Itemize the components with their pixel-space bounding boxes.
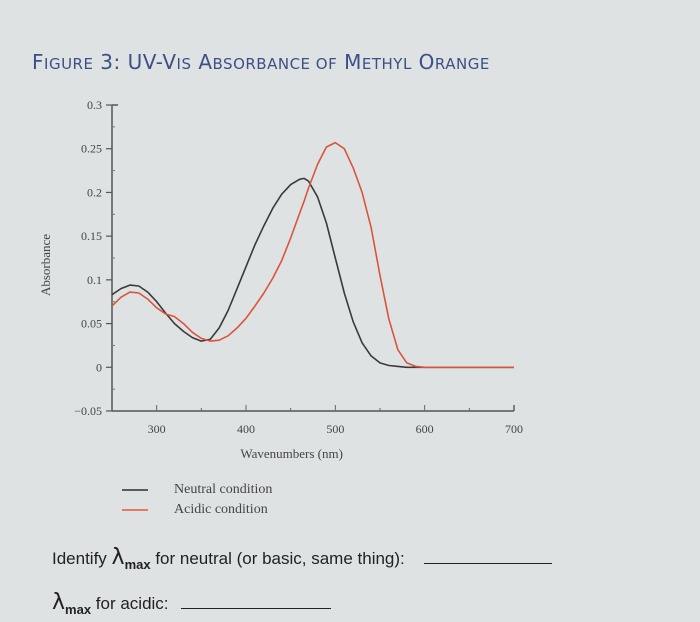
- y-axis-label: Absorbance: [38, 234, 53, 296]
- legend-label-neutral: Neutral condition: [174, 482, 273, 497]
- lambda-subscript: max: [65, 602, 92, 617]
- y-tick-label: 0.3: [87, 98, 102, 112]
- legend-item-acidic: Acidic condition: [122, 500, 272, 520]
- y-tick-label: 0: [96, 360, 102, 374]
- x-tick-label: 300: [148, 422, 166, 436]
- y-tick-label: 0.2: [87, 185, 102, 199]
- question-text: for neutral (or basic, same thing):: [150, 549, 405, 568]
- legend-item-neutral: Neutral condition: [122, 480, 272, 500]
- figure-title: FIGURE 3: UV-VIS ABSORBANCE OF METHYL OR…: [32, 50, 490, 74]
- lambda-subscript: max: [124, 557, 151, 572]
- y-tick-label: 0.1: [87, 273, 102, 287]
- lambda-symbol: λ: [52, 590, 66, 615]
- lambda-symbol: λ: [111, 545, 125, 570]
- y-tick-label: −0.05: [74, 404, 102, 418]
- legend: Neutral condition Acidic condition: [122, 480, 272, 520]
- question-neutral: Identify λmax for neutral (or basic, sam…: [52, 545, 552, 572]
- neutral-series-line: [111, 177, 514, 369]
- absorbance-chart: −0.05 0 0.05 0.1 0.15 0.2 0.25 0.3 300 400 500 600 7…: [38, 98, 523, 461]
- question-text: for acidic:: [91, 594, 169, 613]
- legend-swatch-acidic: [122, 509, 148, 511]
- y-tick-label: 0.15: [81, 229, 102, 243]
- x-tick-label: 600: [416, 422, 434, 436]
- answer-blank-neutral[interactable]: [423, 549, 552, 564]
- question-acidic: λmax for acidic:: [52, 590, 332, 617]
- x-tick-label: 500: [326, 422, 344, 436]
- question-text: Identify: [52, 549, 112, 568]
- x-tick-label: 400: [237, 422, 255, 436]
- legend-swatch-neutral: [122, 489, 148, 491]
- answer-blank-acidic[interactable]: [181, 594, 332, 609]
- legend-label-acidic: Acidic condition: [174, 502, 268, 517]
- x-axis-label: Wavenumbers (nm): [240, 446, 343, 461]
- acidic-series-line: [111, 141, 514, 369]
- x-tick-label: 700: [505, 422, 523, 436]
- y-tick-label: 0.25: [81, 142, 102, 156]
- y-tick-label: 0.05: [81, 317, 102, 331]
